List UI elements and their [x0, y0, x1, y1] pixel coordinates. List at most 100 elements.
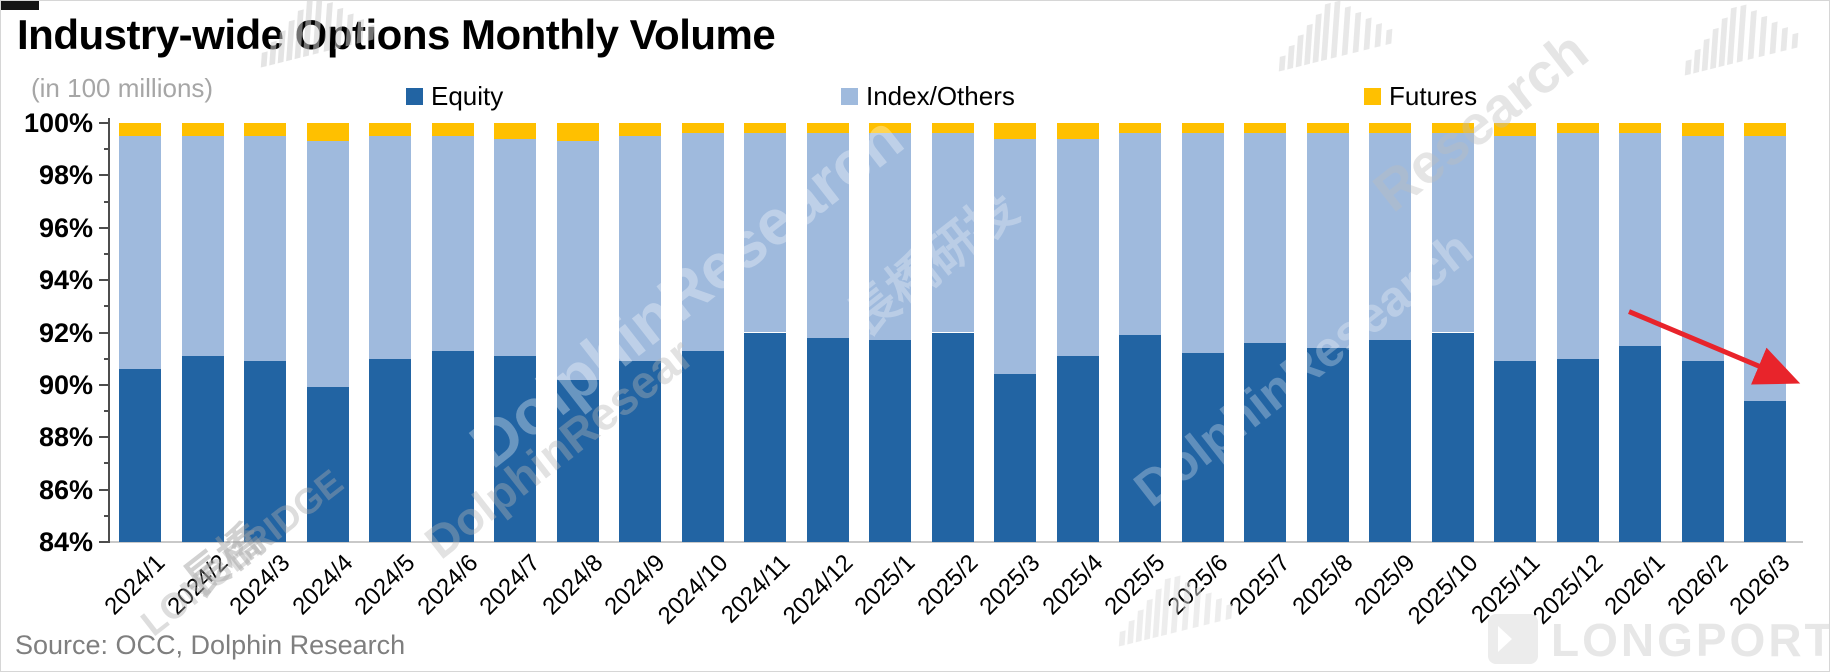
bar-2024-12-futures — [806, 123, 849, 134]
bar-2024-9-equity — [619, 361, 661, 542]
chart-title: Industry-wide Options Monthly Volume — [17, 11, 776, 58]
brand-wordmark: LONGPORT — [1551, 614, 1830, 666]
bar-2025-10-index-others — [1431, 133, 1474, 333]
bar-2024-12-equity — [806, 337, 849, 542]
bar-2025-12-index-others — [1556, 133, 1599, 359]
bar-2025-7-equity — [1244, 342, 1286, 542]
bar-2024-12-index-others — [806, 133, 849, 338]
axis-tick — [104, 200, 110, 203]
bar-2025-1-futures — [869, 123, 911, 134]
axis-tick — [99, 383, 110, 386]
y-axis-label: 96% — [38, 212, 93, 243]
bar-2024-4-equity — [306, 387, 349, 542]
watermark-text: DolphinResearch — [1123, 219, 1483, 518]
bar-2025-8-futures — [1306, 123, 1349, 134]
y-axis-label: 84% — [38, 527, 93, 557]
bar-2024-6-futures — [431, 123, 474, 137]
legend-label: Index/Others — [866, 81, 1015, 111]
bar-2025-5-index-others — [1119, 133, 1161, 336]
bar-2024-10-futures — [681, 123, 724, 134]
bar-2024-6-equity — [431, 350, 474, 542]
bar-2025-2-index-others — [931, 133, 974, 333]
bar-2024-9-index-others — [619, 136, 661, 362]
bar-2025-3-futures — [994, 123, 1036, 139]
bar-2024-5-equity — [369, 358, 411, 542]
x-axis-line — [109, 541, 1803, 543]
bar-2025-9-index-others — [1369, 133, 1411, 341]
bar-2024-5-index-others — [369, 136, 411, 359]
bar-2026-1-equity — [1619, 345, 1661, 542]
bar-2025-4-index-others — [1056, 138, 1099, 357]
bar-2026-2-futures — [1681, 123, 1724, 137]
chart-unit-note: (in 100 millions) — [31, 73, 214, 103]
axis-tick — [104, 252, 110, 255]
bar-2025-1-equity — [869, 340, 911, 542]
bar-2025-5-futures — [1119, 123, 1161, 134]
bar-2025-10-futures — [1431, 123, 1474, 134]
y-axis-label: 98% — [38, 160, 93, 191]
bar-2025-4-equity — [1056, 356, 1099, 542]
bar-2025-5-equity — [1119, 335, 1161, 542]
axis-tick — [99, 174, 110, 177]
bar-2024-7-index-others — [494, 138, 536, 357]
bar-2026-2-index-others — [1681, 136, 1724, 362]
axis-tick — [99, 226, 110, 229]
bar-2025-8-index-others — [1306, 133, 1349, 349]
bar-2024-3-index-others — [244, 136, 286, 362]
bar-2024-11-equity — [744, 332, 786, 542]
bar-2024-1-index-others — [119, 136, 161, 370]
bar-2024-2-futures — [181, 123, 224, 137]
bar-2025-6-futures — [1181, 123, 1224, 134]
bar-2025-9-equity — [1369, 340, 1411, 542]
bar-2025-10-equity — [1431, 332, 1474, 542]
y-axis-label: 90% — [38, 369, 93, 400]
bar-2025-11-index-others — [1494, 136, 1536, 362]
bar-2025-6-index-others — [1181, 133, 1224, 354]
bar-2024-3-equity — [244, 361, 286, 542]
bar-2024-7-equity — [494, 356, 536, 542]
axis-tick — [104, 462, 110, 465]
bar-2024-2-equity — [181, 356, 224, 542]
legend-swatch-icon — [841, 88, 858, 105]
bar-2026-3-index-others — [1744, 136, 1786, 401]
bar-2024-6-index-others — [431, 136, 474, 351]
axis-tick — [104, 357, 110, 360]
bar-2024-2-index-others — [181, 136, 224, 357]
y-axis-label: 86% — [38, 474, 93, 505]
axis-tick — [104, 410, 110, 413]
bar-2025-3-equity — [994, 374, 1036, 542]
bar-2024-4-futures — [306, 123, 349, 142]
bar-2024-3-futures — [244, 123, 286, 137]
bar-2024-1-futures — [119, 123, 161, 137]
bar-2025-11-equity — [1494, 361, 1536, 542]
axis-tick — [99, 122, 110, 124]
bar-2024-10-equity — [681, 350, 724, 542]
legend-item-index-others: Index/Others — [841, 81, 1015, 112]
bar-2024-8-equity — [556, 379, 599, 542]
bar-2024-8-futures — [556, 123, 599, 142]
bar-2024-10-index-others — [681, 133, 724, 351]
legend-label: Equity — [431, 81, 504, 111]
axis-tick — [104, 305, 110, 308]
legend-swatch-icon — [1364, 88, 1381, 105]
bar-2024-4-index-others — [306, 141, 349, 388]
watermark-soundbars-icon — [1266, 1, 1397, 72]
watermark-soundbars-icon — [1672, 1, 1803, 76]
y-axis-label: 100% — [23, 108, 93, 138]
axis-tick — [99, 541, 110, 543]
bar-2026-3-futures — [1744, 123, 1786, 137]
source-note: Source: OCC, Dolphin Research — [15, 630, 406, 660]
bar-2025-11-futures — [1494, 123, 1536, 137]
y-axis-label: 94% — [38, 265, 93, 296]
y-axis-line — [108, 118, 110, 543]
bar-2025-7-index-others — [1244, 133, 1286, 343]
bar-2025-2-futures — [931, 123, 974, 134]
axis-tick — [99, 436, 110, 439]
bar-2025-3-index-others — [994, 138, 1036, 375]
bar-2024-7-futures — [494, 123, 536, 139]
bar-2024-8-index-others — [556, 141, 599, 380]
y-axis-label: 92% — [38, 317, 93, 348]
bar-2025-12-equity — [1556, 358, 1599, 542]
y-axis-label: 88% — [38, 422, 93, 453]
